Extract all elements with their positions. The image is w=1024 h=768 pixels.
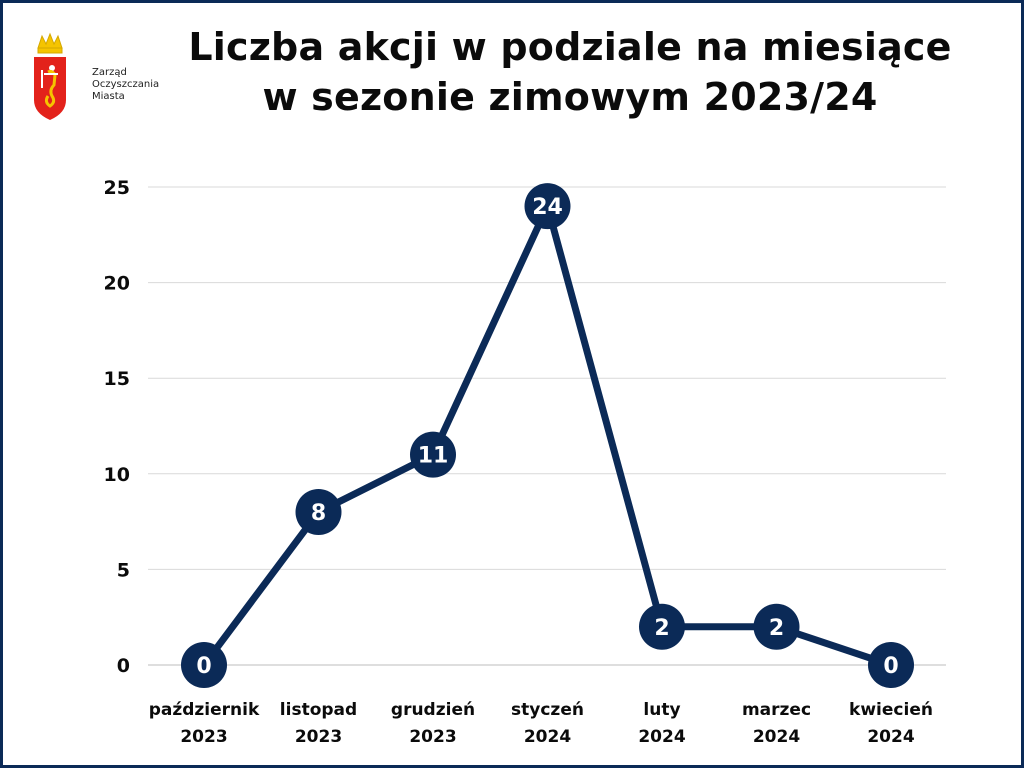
chart-title-line-1: Liczba akcji w podziale na miesiące [188, 25, 952, 69]
data-label: 2 [654, 616, 669, 641]
data-label: 24 [532, 195, 563, 220]
x-tick-label-year: 2024 [867, 727, 914, 747]
y-tick-label: 15 [104, 368, 130, 390]
chart-title-line-2: w sezonie zimowym 2023/24 [262, 75, 878, 119]
x-tick-label: październik [149, 700, 260, 720]
data-point [868, 642, 914, 688]
logo-text-line: Oczyszczania [92, 79, 160, 90]
y-tick-label: 0 [117, 655, 130, 677]
x-tick-label: kwiecień [849, 700, 933, 720]
series-line [200, 202, 895, 669]
data-label: 11 [418, 444, 449, 469]
x-tick-label-year: 2023 [295, 727, 342, 747]
data-label: 0 [883, 654, 898, 679]
x-tick-label: styczeń [511, 700, 584, 720]
data-label: 2 [769, 616, 784, 641]
x-tick-label: marzec [742, 700, 811, 720]
x-tick-label: listopad [280, 700, 357, 720]
logo-text: Zarząd Oczyszczania Miasta [92, 67, 159, 103]
data-label: 0 [196, 654, 211, 679]
data-point [295, 489, 342, 536]
x-tick-label-year: 2024 [638, 727, 685, 747]
y-tick-label: 5 [117, 559, 130, 581]
x-tick-label: luty [643, 700, 680, 720]
data-point [639, 603, 685, 650]
logo-text-line: Zarząd [92, 67, 127, 78]
chart-title: Liczba akcji w podziale na miesiące w se… [170, 22, 970, 122]
y-tick-label: 10 [104, 464, 130, 486]
data-point [753, 603, 800, 650]
organization-logo: Zarząd Oczyszczania Miasta [30, 30, 180, 125]
data-point [410, 431, 456, 478]
y-tick-label: 20 [104, 273, 130, 295]
y-tick-label: 25 [104, 177, 130, 199]
x-tick-label: grudzień [391, 700, 475, 720]
data-point [524, 183, 571, 230]
x-tick-label-year: 2023 [409, 727, 456, 747]
data-point [181, 642, 227, 688]
data-label: 8 [311, 501, 326, 526]
logo-text-line: Miasta [92, 91, 125, 102]
x-tick-label-year: 2023 [180, 727, 227, 747]
warsaw-crest-icon [34, 32, 66, 120]
x-tick-label-year: 2024 [753, 727, 800, 747]
x-tick-label-year: 2024 [524, 727, 571, 747]
